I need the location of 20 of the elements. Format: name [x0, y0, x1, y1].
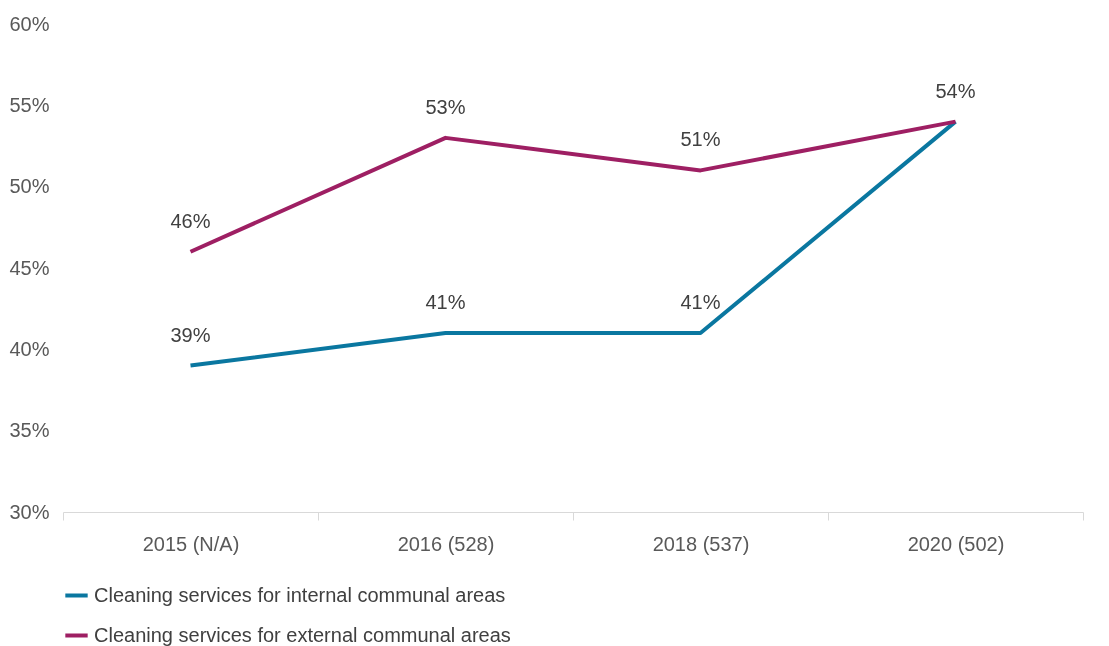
legend-label: Cleaning services for external communal areas — [94, 623, 511, 646]
x-tick-label: 2015 (N/A) — [142, 532, 240, 555]
y-tick-label: 60% — [9, 12, 50, 35]
y-tick-label: 30% — [9, 500, 50, 523]
y-tick-label: 35% — [9, 419, 50, 442]
x-tick-label: 2020 (502) — [907, 532, 1005, 555]
y-tick-label: 55% — [9, 93, 50, 116]
data-label: 46% — [170, 209, 211, 232]
y-tick-label: 45% — [9, 256, 50, 279]
y-tick-label: 40% — [9, 337, 50, 360]
data-label: 53% — [425, 95, 466, 118]
x-tick-label: 2016 (528) — [397, 532, 495, 555]
data-label: 41% — [425, 291, 466, 314]
y-tick-label: 50% — [9, 175, 50, 198]
data-label: 51% — [680, 128, 721, 151]
x-tick-label: 2018 (537) — [652, 532, 750, 555]
legend-label: Cleaning services for internal communal areas — [94, 583, 506, 606]
data-label: 41% — [680, 291, 721, 314]
data-label: 39% — [170, 323, 211, 346]
data-label: 54% — [935, 79, 976, 102]
